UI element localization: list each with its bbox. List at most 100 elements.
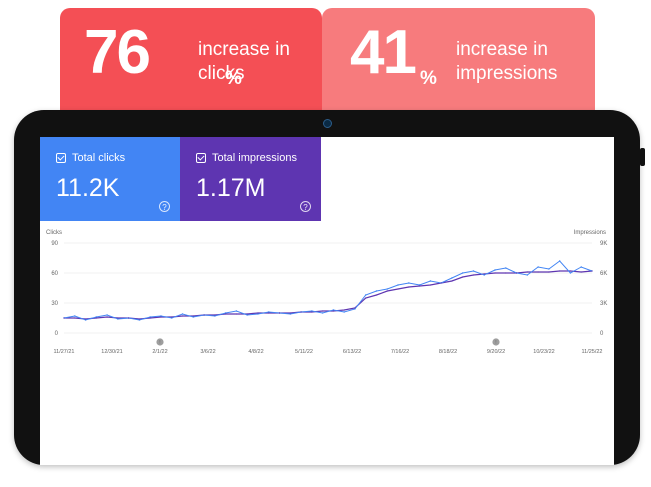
impressions-point bbox=[343, 309, 345, 311]
impressions-point bbox=[225, 313, 227, 315]
right-axis-label: Impressions bbox=[574, 230, 606, 236]
metric-tile-total-clicks[interactable]: Total clicks 11.2K ? bbox=[40, 137, 180, 221]
tablet-side-button bbox=[640, 148, 645, 166]
clicks-point bbox=[418, 284, 421, 286]
metric-tile-total-impressions[interactable]: Total impressions 1.17M ? bbox=[180, 137, 321, 221]
clicks-point bbox=[74, 315, 76, 317]
checkbox-icon[interactable] bbox=[56, 153, 66, 163]
impressions-point bbox=[192, 315, 194, 317]
clicks-point bbox=[580, 266, 582, 268]
clicks-point bbox=[429, 280, 432, 282]
impressions-point bbox=[128, 317, 130, 319]
impressions-point bbox=[397, 288, 399, 290]
impressions-point bbox=[95, 317, 97, 319]
impressions-point bbox=[365, 297, 367, 299]
clicks-point bbox=[386, 288, 388, 290]
impressions-point bbox=[138, 318, 141, 320]
left-tick-label: 90 bbox=[51, 241, 58, 247]
clicks-point bbox=[408, 282, 410, 284]
tablet-screen: Total clicks 11.2K ? Total impressions 1… bbox=[40, 137, 614, 465]
impressions-point bbox=[84, 318, 87, 320]
left-tick-label: 60 bbox=[51, 271, 58, 277]
clicks-point bbox=[461, 272, 464, 274]
x-tick-label: 12/30/21 bbox=[101, 349, 122, 355]
clicks-point bbox=[117, 318, 119, 320]
help-icon[interactable]: ? bbox=[159, 201, 170, 212]
impressions-point bbox=[171, 316, 173, 318]
clicks-point bbox=[181, 313, 184, 315]
impressions-increase-text: increase in impressions bbox=[456, 39, 558, 84]
impressions-point bbox=[332, 310, 334, 312]
left-axis-label: Clicks bbox=[46, 230, 62, 236]
impressions-point bbox=[483, 273, 485, 275]
clicks-increase-text: increase in clicks bbox=[198, 39, 290, 84]
x-tick-label: 5/11/22 bbox=[295, 349, 313, 355]
clicks-point bbox=[343, 311, 345, 313]
impressions-point bbox=[74, 317, 76, 319]
left-tick-label: 0 bbox=[55, 331, 59, 337]
right-tick-label: 0 bbox=[600, 331, 604, 337]
impressions-point bbox=[440, 282, 442, 284]
impressions-point bbox=[569, 270, 572, 272]
impressions-point bbox=[268, 312, 270, 314]
impressions-point bbox=[300, 311, 302, 313]
clicks-point bbox=[451, 277, 453, 279]
clicks-point bbox=[192, 316, 195, 318]
clicks-point bbox=[235, 310, 238, 312]
impressions-point bbox=[117, 317, 119, 319]
impressions-point bbox=[580, 271, 582, 273]
impressions-point bbox=[429, 284, 431, 286]
impressions-point bbox=[515, 272, 518, 274]
clicks-point bbox=[106, 314, 108, 316]
impressions-point bbox=[289, 312, 291, 314]
clicks-point bbox=[569, 272, 572, 274]
impressions-point bbox=[591, 270, 593, 272]
metric-value: 1.17M bbox=[196, 174, 266, 202]
impressions-point bbox=[472, 274, 475, 276]
impressions-point bbox=[408, 286, 410, 288]
clicks-point bbox=[311, 310, 313, 312]
clicks-point bbox=[84, 319, 87, 321]
clicks-point bbox=[494, 269, 496, 271]
help-icon[interactable]: ? bbox=[300, 201, 311, 212]
clicks-increase-unit: % bbox=[225, 68, 242, 89]
checkbox-icon[interactable] bbox=[196, 153, 206, 163]
clicks-point bbox=[268, 311, 270, 313]
clicks-point bbox=[548, 268, 550, 270]
impressions-point bbox=[106, 316, 108, 318]
clicks-point bbox=[224, 312, 227, 314]
impressions-point bbox=[149, 317, 151, 319]
clicks-point bbox=[149, 316, 151, 318]
clicks-point bbox=[365, 294, 367, 296]
x-tick-label: 10/23/22 bbox=[533, 349, 554, 355]
clicks-point bbox=[160, 315, 162, 317]
clicks-point bbox=[397, 284, 399, 286]
annotation-marker-icon bbox=[492, 338, 500, 346]
metric-label: Total impressions bbox=[212, 152, 297, 164]
impressions-increase-number: 41 bbox=[350, 18, 417, 87]
clicks-point bbox=[505, 267, 507, 269]
left-tick-label: 30 bbox=[51, 301, 58, 307]
impressions-point bbox=[246, 313, 248, 315]
impressions-point bbox=[214, 314, 216, 316]
impressions-point bbox=[257, 312, 259, 314]
clicks-point bbox=[472, 270, 475, 272]
impressions-point bbox=[311, 311, 313, 313]
x-tick-label: 3/6/22 bbox=[200, 349, 215, 355]
annotation-marker-label: ! bbox=[159, 340, 160, 346]
annotation-marker-icon bbox=[156, 338, 164, 346]
camera-icon bbox=[323, 119, 332, 128]
metric-value: 11.2K bbox=[56, 174, 120, 202]
x-tick-label: 11/25/22 bbox=[581, 349, 602, 355]
clicks-point bbox=[321, 312, 324, 314]
right-tick-label: 6K bbox=[600, 271, 607, 277]
impressions-point bbox=[203, 314, 205, 316]
impressions-point bbox=[160, 316, 162, 318]
impressions-point bbox=[548, 271, 550, 273]
impressions-point bbox=[418, 285, 421, 287]
clicks-point bbox=[483, 274, 485, 276]
annotation-marker-label: ! bbox=[495, 340, 496, 346]
clicks-point bbox=[537, 266, 539, 268]
clicks-point bbox=[332, 309, 335, 311]
clicks-point bbox=[246, 314, 248, 316]
